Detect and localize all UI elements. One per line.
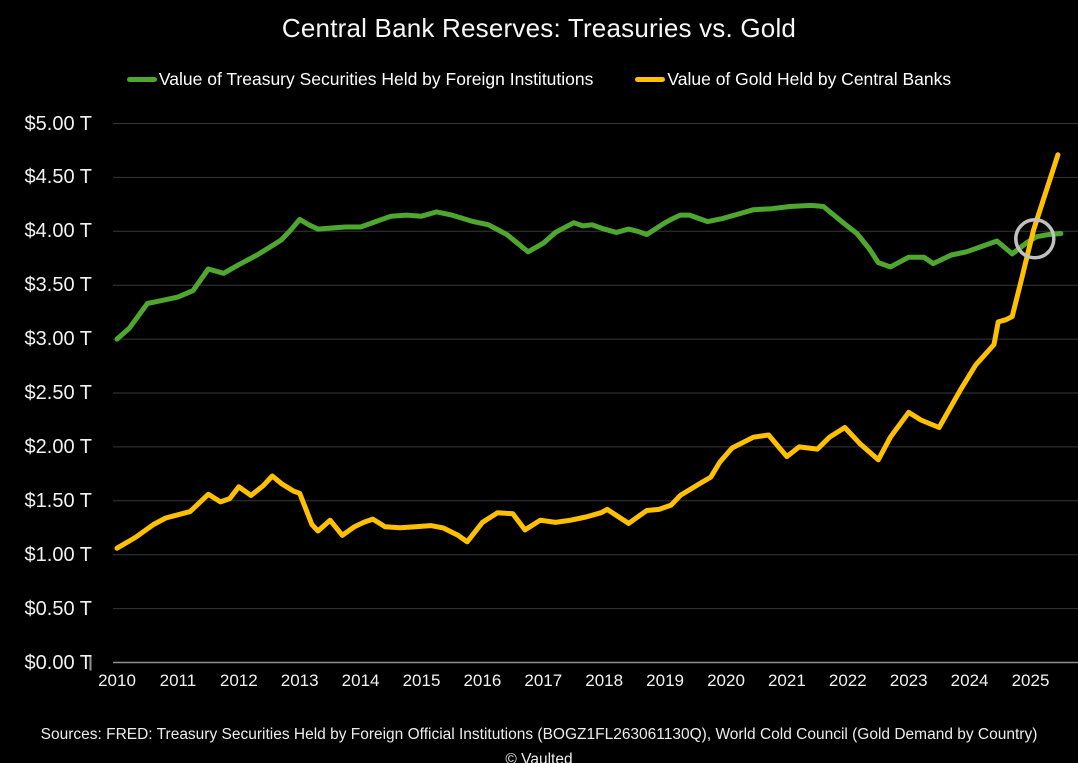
x-tick-label: 2013 [280, 671, 319, 690]
x-tick-label: 2010 [98, 671, 136, 690]
y-tick-label: $4.50 T [24, 166, 92, 189]
x-tick-label: 2016 [463, 671, 502, 690]
y-tick-label: $3.50 T [24, 274, 92, 297]
x-tick-label: 2021 [767, 671, 806, 690]
legend-item-gold: Value of Gold Held by Central Banks [635, 69, 951, 90]
y-tick-label: $5.00 T [24, 112, 92, 135]
treasury-line-swatch [126, 77, 157, 82]
x-tick-label: 2017 [524, 671, 563, 690]
x-tick-label: 2024 [950, 671, 989, 690]
y-tick-label: $2.00 T [24, 435, 92, 458]
legend-item-treasuries: Value of Treasury Securities Held by For… [126, 69, 594, 90]
x-tick-label: 2014 [341, 671, 380, 690]
y-tick-label: $4.00 T [24, 220, 92, 243]
y-tick-label: $1.50 T [24, 489, 92, 512]
sources-note: Sources: FRED: Treasury Securities Held … [40, 726, 1038, 743]
credit-note: © Vaulted [505, 751, 573, 763]
x-tick-label: 2025 [1011, 671, 1050, 690]
legend-label-gold: Value of Gold Held by Central Banks [667, 69, 952, 89]
legend: Value of Treasury Securities Held by For… [0, 69, 1078, 90]
gold-line [114, 152, 1061, 551]
y-tick-label: $2.50 T [24, 382, 92, 404]
x-tick-label: 2022 [828, 671, 867, 690]
y-tick-label: $0.00 T [24, 651, 92, 674]
chart-title: Central Bank Reserves: Treasuries vs. Go… [281, 13, 797, 43]
x-tick-label: 2023 [889, 671, 928, 690]
legend-label-treasuries: Value of Treasury Securities Held by For… [158, 69, 594, 89]
crossover-circle-annotation [1014, 218, 1056, 260]
x-tick-label: 2015 [402, 671, 441, 690]
treasury-line [114, 202, 1064, 342]
x-tick-label: 2011 [159, 671, 197, 690]
y-tick-label: $1.00 T [24, 543, 92, 566]
x-tick-label: 2019 [646, 671, 684, 690]
x-tick-label: 2012 [219, 671, 258, 690]
x-tick-label: 2018 [585, 671, 624, 690]
gold-line-swatch [635, 77, 666, 82]
y-tick-label: $0.50 T [24, 597, 92, 620]
y-tick-label: $3.00 T [24, 328, 92, 351]
x-tick-label: 2020 [707, 671, 745, 690]
